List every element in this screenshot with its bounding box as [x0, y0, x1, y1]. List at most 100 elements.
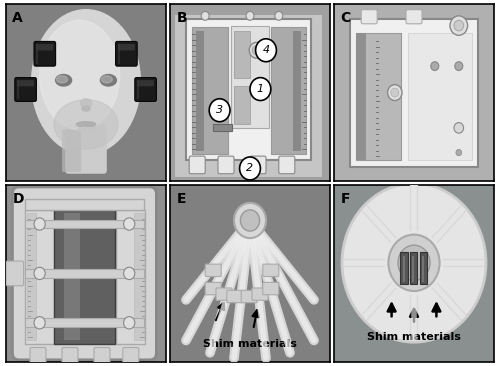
Ellipse shape	[101, 76, 112, 83]
FancyBboxPatch shape	[231, 26, 269, 128]
Circle shape	[252, 46, 260, 55]
Circle shape	[454, 20, 464, 31]
Text: F: F	[340, 192, 350, 206]
FancyBboxPatch shape	[36, 44, 53, 51]
Ellipse shape	[56, 75, 72, 86]
Text: C: C	[340, 11, 350, 26]
Ellipse shape	[78, 127, 94, 132]
FancyBboxPatch shape	[25, 318, 144, 327]
FancyBboxPatch shape	[134, 213, 143, 340]
FancyBboxPatch shape	[25, 210, 54, 344]
Circle shape	[391, 88, 399, 97]
FancyBboxPatch shape	[205, 283, 221, 295]
Text: 1: 1	[257, 84, 264, 94]
Text: 3: 3	[216, 105, 223, 115]
Circle shape	[34, 317, 45, 329]
Ellipse shape	[82, 106, 90, 111]
FancyBboxPatch shape	[116, 41, 137, 66]
Circle shape	[240, 157, 260, 180]
Circle shape	[249, 42, 264, 58]
Circle shape	[34, 218, 45, 230]
FancyBboxPatch shape	[234, 31, 250, 78]
Circle shape	[275, 11, 283, 20]
Circle shape	[388, 85, 402, 101]
FancyBboxPatch shape	[403, 256, 404, 282]
FancyBboxPatch shape	[30, 347, 46, 363]
FancyBboxPatch shape	[293, 31, 301, 151]
Circle shape	[456, 149, 462, 156]
Text: 4: 4	[262, 45, 270, 55]
Circle shape	[454, 123, 464, 133]
FancyBboxPatch shape	[6, 261, 24, 286]
FancyBboxPatch shape	[263, 283, 279, 295]
Text: 2: 2	[246, 164, 254, 173]
FancyBboxPatch shape	[123, 347, 139, 363]
FancyBboxPatch shape	[137, 80, 154, 86]
FancyBboxPatch shape	[118, 44, 135, 51]
FancyBboxPatch shape	[216, 288, 232, 300]
FancyBboxPatch shape	[25, 269, 144, 278]
FancyBboxPatch shape	[192, 27, 228, 154]
FancyBboxPatch shape	[25, 220, 144, 228]
FancyBboxPatch shape	[189, 156, 205, 174]
FancyBboxPatch shape	[356, 33, 366, 160]
Text: Shim materials: Shim materials	[367, 332, 461, 342]
FancyBboxPatch shape	[196, 31, 203, 151]
Circle shape	[201, 11, 209, 20]
Circle shape	[431, 62, 439, 71]
Circle shape	[342, 183, 486, 342]
FancyBboxPatch shape	[250, 156, 266, 174]
FancyBboxPatch shape	[400, 252, 407, 284]
Circle shape	[234, 203, 266, 238]
Text: Shim materials: Shim materials	[203, 339, 297, 349]
FancyBboxPatch shape	[34, 41, 56, 66]
FancyBboxPatch shape	[406, 10, 422, 24]
FancyBboxPatch shape	[227, 290, 243, 303]
Text: B: B	[176, 11, 187, 26]
FancyBboxPatch shape	[25, 199, 144, 210]
Ellipse shape	[54, 100, 118, 149]
FancyBboxPatch shape	[263, 264, 279, 276]
FancyBboxPatch shape	[271, 27, 306, 154]
FancyBboxPatch shape	[213, 124, 233, 131]
FancyBboxPatch shape	[241, 290, 257, 303]
Text: D: D	[12, 192, 24, 206]
Ellipse shape	[80, 99, 92, 108]
Circle shape	[209, 99, 230, 122]
FancyBboxPatch shape	[205, 264, 221, 276]
FancyBboxPatch shape	[234, 86, 250, 124]
Circle shape	[455, 62, 463, 71]
FancyBboxPatch shape	[15, 78, 36, 101]
Text: E: E	[176, 192, 186, 206]
FancyBboxPatch shape	[410, 252, 417, 284]
FancyBboxPatch shape	[175, 15, 322, 177]
FancyBboxPatch shape	[65, 124, 107, 174]
Circle shape	[250, 78, 271, 101]
Circle shape	[450, 16, 468, 35]
Circle shape	[216, 105, 229, 119]
FancyBboxPatch shape	[62, 130, 81, 172]
FancyBboxPatch shape	[17, 80, 34, 86]
FancyBboxPatch shape	[350, 19, 478, 167]
FancyBboxPatch shape	[186, 19, 311, 160]
FancyBboxPatch shape	[54, 210, 115, 344]
Circle shape	[124, 218, 135, 230]
Ellipse shape	[40, 20, 119, 130]
Circle shape	[124, 267, 135, 280]
Ellipse shape	[56, 76, 68, 83]
Circle shape	[240, 210, 260, 231]
Text: A: A	[12, 11, 23, 26]
FancyBboxPatch shape	[64, 213, 80, 340]
FancyBboxPatch shape	[412, 256, 414, 282]
Ellipse shape	[32, 10, 140, 154]
Circle shape	[256, 39, 276, 62]
FancyBboxPatch shape	[408, 33, 472, 160]
Ellipse shape	[76, 122, 96, 127]
FancyBboxPatch shape	[218, 156, 234, 174]
FancyBboxPatch shape	[422, 256, 424, 282]
Circle shape	[252, 82, 264, 96]
FancyBboxPatch shape	[94, 347, 110, 363]
FancyBboxPatch shape	[356, 33, 401, 160]
FancyBboxPatch shape	[420, 252, 427, 284]
FancyBboxPatch shape	[252, 288, 268, 300]
